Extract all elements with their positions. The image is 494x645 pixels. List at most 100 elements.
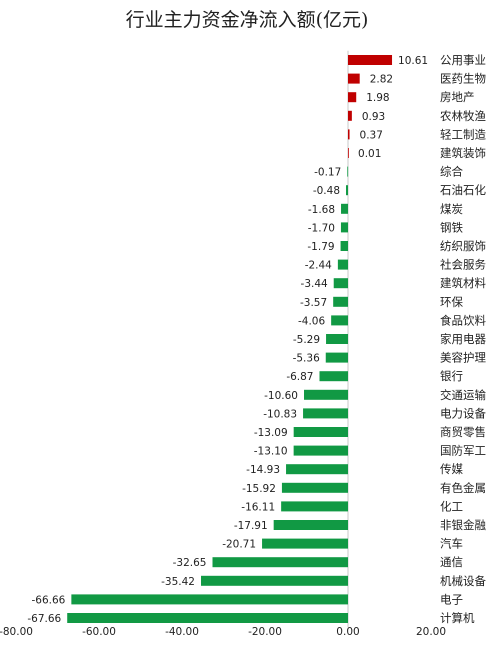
x-axis: -80.00 -60.00 -40.00 -20.00 0.00 20.00 <box>0 626 446 638</box>
bar-23 <box>281 482 348 493</box>
bars-group: 10.61 公用事业 2.82 医药生物 1.98 房地产 0.93 农林牧渔 0.37 轻工制造… <box>27 50 486 628</box>
category-label-4: 轻工制造 <box>440 127 486 141</box>
value-label-5: 0.01 <box>358 148 381 160</box>
chart-title: 行业主力资金净流入额(亿元) <box>126 9 369 31</box>
bar-13 <box>333 296 348 307</box>
category-label-27: 通信 <box>440 555 463 569</box>
category-label-16: 美容护理 <box>440 351 486 365</box>
category-label-28: 机械设备 <box>440 574 486 588</box>
category-label-15: 家用电器 <box>440 332 486 346</box>
bar-1 <box>348 73 360 84</box>
category-label-18: 交通运输 <box>440 388 486 402</box>
value-label-12: -3.44 <box>301 278 328 290</box>
bar-16 <box>325 352 348 363</box>
bar-10 <box>340 241 348 251</box>
value-label-19: -10.83 <box>263 408 297 420</box>
category-label-13: 环保 <box>440 295 463 309</box>
value-label-2: 1.98 <box>366 92 389 104</box>
bar-3 <box>348 110 352 121</box>
bar-18 <box>304 389 348 400</box>
category-label-30: 计算机 <box>440 611 475 625</box>
bar-17 <box>319 371 348 382</box>
category-label-25: 非银金融 <box>440 518 486 532</box>
category-label-5: 建筑装饰 <box>440 146 486 160</box>
category-label-6: 综合 <box>440 165 463 179</box>
value-label-28: -35.42 <box>161 576 195 588</box>
x-tick-label-3: -20.00 <box>248 626 282 638</box>
value-label-22: -14.93 <box>246 464 280 476</box>
value-label-29: -66.66 <box>32 594 66 606</box>
value-label-1: 2.82 <box>370 74 393 86</box>
category-label-7: 石油石化 <box>440 183 486 197</box>
category-label-29: 电子 <box>440 592 463 606</box>
value-label-6: -0.17 <box>314 167 341 179</box>
category-label-8: 煤炭 <box>440 202 463 216</box>
category-label-26: 汽车 <box>440 537 463 551</box>
value-label-4: 0.37 <box>360 129 383 141</box>
category-label-23: 有色金属 <box>440 481 486 495</box>
bar-27 <box>212 557 348 568</box>
bar-6 <box>347 166 349 177</box>
bar-0 <box>348 55 393 65</box>
bar-20 <box>293 427 348 437</box>
bar-8 <box>341 203 348 214</box>
category-label-22: 传媒 <box>440 462 463 476</box>
bar-14 <box>331 315 348 326</box>
value-label-25: -17.91 <box>234 520 268 532</box>
value-label-26: -20.71 <box>222 539 256 551</box>
bar-22 <box>286 464 348 475</box>
bar-21 <box>293 445 348 456</box>
value-label-10: -1.79 <box>307 241 334 253</box>
x-tick-label-5: 20.00 <box>416 626 446 638</box>
value-label-9: -1.70 <box>308 222 335 234</box>
value-label-27: -32.65 <box>173 557 207 569</box>
category-label-2: 房地产 <box>440 90 475 104</box>
category-label-11: 社会服务 <box>440 258 486 272</box>
value-label-23: -15.92 <box>242 483 276 495</box>
value-label-21: -13.10 <box>254 446 288 458</box>
bar-5 <box>348 148 349 158</box>
bar-11 <box>337 259 348 270</box>
value-label-17: -6.87 <box>286 371 313 383</box>
category-label-10: 纺织服饰 <box>440 239 486 253</box>
bar-19 <box>303 408 348 419</box>
value-label-7: -0.48 <box>313 185 340 197</box>
category-label-17: 银行 <box>440 369 463 383</box>
bar-28 <box>201 575 348 586</box>
category-label-19: 电力设备 <box>440 406 486 420</box>
value-label-14: -4.06 <box>298 315 325 327</box>
bar-24 <box>281 501 348 512</box>
bar-12 <box>333 278 348 289</box>
x-tick-label-1: -60.00 <box>82 626 116 638</box>
value-label-16: -5.36 <box>293 353 320 365</box>
category-label-12: 建筑材料 <box>440 276 486 290</box>
value-label-24: -16.11 <box>241 501 275 513</box>
value-label-0: 10.61 <box>398 55 428 67</box>
bar-7 <box>346 185 348 196</box>
value-label-8: -1.68 <box>308 204 335 216</box>
bar-9 <box>340 222 348 233</box>
bar-26 <box>262 538 348 549</box>
value-label-30: -67.66 <box>27 613 61 625</box>
category-label-14: 食品饮料 <box>440 313 486 327</box>
x-tick-label-4: 0.00 <box>336 626 359 638</box>
value-label-13: -3.57 <box>300 297 327 309</box>
category-label-3: 农林牧渔 <box>440 109 486 123</box>
bar-29 <box>71 594 349 605</box>
x-tick-label-0: -80.00 <box>0 626 33 638</box>
value-label-20: -13.09 <box>254 427 288 439</box>
category-label-0: 公用事业 <box>440 53 486 67</box>
value-label-18: -10.60 <box>264 390 298 402</box>
value-label-15: -5.29 <box>293 334 320 346</box>
x-tick-label-2: -40.00 <box>165 626 199 638</box>
category-label-1: 医药生物 <box>440 72 486 86</box>
category-label-24: 化工 <box>440 499 463 513</box>
bar-15 <box>326 334 348 344</box>
bar-4 <box>348 129 350 140</box>
bar-30 <box>67 613 348 623</box>
bar-2 <box>348 92 357 103</box>
value-label-11: -2.44 <box>305 260 332 272</box>
category-label-21: 国防军工 <box>440 444 486 458</box>
category-label-9: 钢铁 <box>440 220 463 234</box>
